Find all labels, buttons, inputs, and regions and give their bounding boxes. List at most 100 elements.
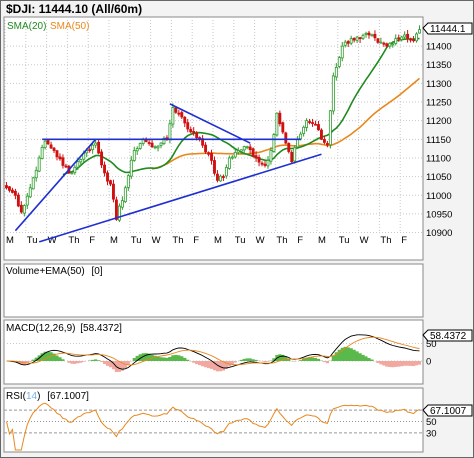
candle-body <box>213 160 216 174</box>
candle <box>114 196 118 221</box>
candle <box>287 142 291 154</box>
candle <box>28 183 32 199</box>
candle-body <box>355 36 359 41</box>
candle-body <box>385 43 389 47</box>
candle <box>376 38 380 44</box>
candle <box>109 179 112 187</box>
candle-body <box>334 66 338 78</box>
candle <box>138 142 142 150</box>
price-tick-label: 11100 <box>426 153 451 164</box>
time-tick-label: Th <box>172 235 183 246</box>
time-tick-label: Tu <box>131 235 142 246</box>
rsi-period: 14 <box>26 391 38 402</box>
candle-body <box>120 200 124 208</box>
candle <box>361 33 365 41</box>
candle <box>8 186 11 193</box>
candle <box>207 151 210 157</box>
candle-body <box>31 177 35 190</box>
candle-body <box>269 150 273 162</box>
candle <box>406 29 410 43</box>
candle-body <box>230 156 234 159</box>
candle-body <box>314 123 317 126</box>
candle <box>55 149 59 161</box>
price-tick-label: 11200 <box>426 116 452 127</box>
candle-body <box>204 144 208 153</box>
candle <box>391 41 395 48</box>
candle-body <box>112 183 115 200</box>
candle-body <box>370 34 374 37</box>
time-tick-label: Th <box>68 235 79 246</box>
candle-body <box>183 116 187 124</box>
candle-body <box>123 187 127 203</box>
candle <box>13 188 17 200</box>
price-tick-label: 11050 <box>426 172 452 183</box>
macd-tick-label: 0 <box>426 357 431 368</box>
candle-body <box>325 143 329 146</box>
candle <box>334 63 338 81</box>
candle-body <box>97 141 101 154</box>
candle-body <box>358 37 362 40</box>
candle <box>213 156 216 176</box>
candle-body <box>260 162 264 165</box>
candle-body <box>245 146 249 149</box>
time-tick-label: Th <box>276 235 287 246</box>
candle-body <box>19 204 23 213</box>
candle-body <box>391 43 395 46</box>
candle <box>43 139 47 150</box>
candle-body <box>37 157 41 172</box>
candle <box>52 146 56 154</box>
candlestick-series <box>5 25 421 223</box>
candle-body <box>49 144 53 149</box>
candle-body <box>382 42 386 45</box>
candle-body <box>153 146 157 149</box>
rsi-label: RSI(14) [67.1007] <box>6 391 89 402</box>
candle <box>236 147 240 155</box>
candle <box>126 174 130 191</box>
candle <box>159 142 163 149</box>
time-tick-label: W <box>152 235 161 246</box>
candle-body <box>195 132 199 139</box>
rsi-value-tag: 67.1007 <box>422 404 473 417</box>
candle-body <box>28 187 32 198</box>
candle-body <box>43 140 47 149</box>
trendline <box>14 138 97 232</box>
candle-body <box>388 42 392 47</box>
time-tick-label: F <box>297 235 303 246</box>
time-tick-label: Tu <box>235 235 246 246</box>
macd-value-tag: 58.4372 <box>422 329 473 342</box>
trendlines <box>14 103 322 243</box>
candle <box>278 110 282 127</box>
candle-body <box>70 172 74 175</box>
candle-body <box>76 161 80 168</box>
candle <box>37 155 41 173</box>
candle-body <box>322 139 326 143</box>
candle <box>349 35 353 46</box>
candle <box>156 145 160 152</box>
candle <box>379 37 383 44</box>
candle <box>61 154 65 169</box>
candle <box>230 155 234 160</box>
candle-body <box>287 143 291 152</box>
macd-line <box>6 334 420 370</box>
last-price-tag: 11444.1 <box>422 22 473 35</box>
candle-body <box>296 138 300 148</box>
candle <box>186 118 190 133</box>
candle-body <box>317 124 320 131</box>
candle-body <box>8 186 11 191</box>
candle-body <box>275 112 279 136</box>
rsi-path <box>6 402 420 451</box>
candle-body <box>373 33 377 39</box>
candle <box>132 146 136 162</box>
legend-sma20: SMA(20) <box>7 21 46 32</box>
time-tick-label: W <box>360 235 369 246</box>
candle <box>337 56 341 69</box>
candle-body <box>340 45 344 59</box>
volume-indicator-value: [0] <box>91 266 102 277</box>
price-tick-label: 11250 <box>426 98 452 109</box>
time-tick-label: Tu <box>27 235 38 246</box>
candle <box>227 155 231 170</box>
legend-sma50: SMA(50) <box>50 21 89 32</box>
time-tick-label: M <box>214 235 222 246</box>
candle-body <box>346 41 350 44</box>
candle-body <box>159 142 163 146</box>
